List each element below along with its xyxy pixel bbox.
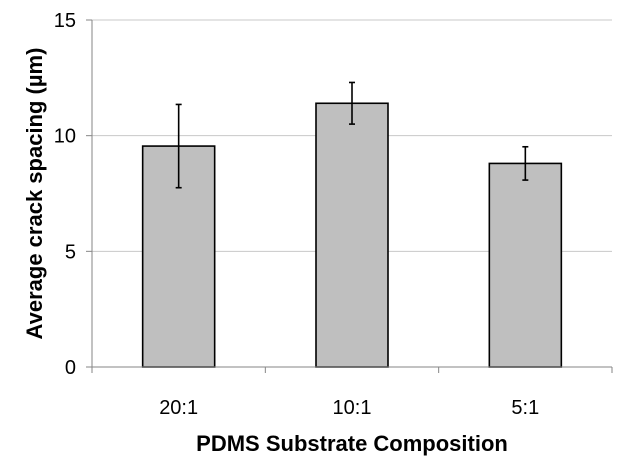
error-bar xyxy=(522,145,529,181)
x-tick-label: 5:1 xyxy=(511,397,539,419)
y-tick-label: 5 xyxy=(65,241,76,263)
y-tick-label: 15 xyxy=(54,10,76,32)
x-tick-labels: 20:1 10:1 5:1 xyxy=(91,367,613,419)
bar-5-1 xyxy=(488,162,563,368)
x-axis-title: PDMS Substrate Composition xyxy=(196,431,508,456)
y-axis-title: Average crack spacing (µm) xyxy=(22,48,47,340)
bar-10-1 xyxy=(315,102,389,368)
y-tick-labels: 0 5 10 15 xyxy=(54,10,92,379)
error-bar xyxy=(349,81,355,125)
x-tick-label: 10:1 xyxy=(333,397,372,419)
error-bar xyxy=(175,103,182,189)
x-tick-label: 20:1 xyxy=(159,397,198,419)
error-bars xyxy=(175,81,529,189)
y-tick-label: 0 xyxy=(65,357,76,379)
bars xyxy=(141,102,563,368)
y-tick-label: 10 xyxy=(54,126,76,148)
